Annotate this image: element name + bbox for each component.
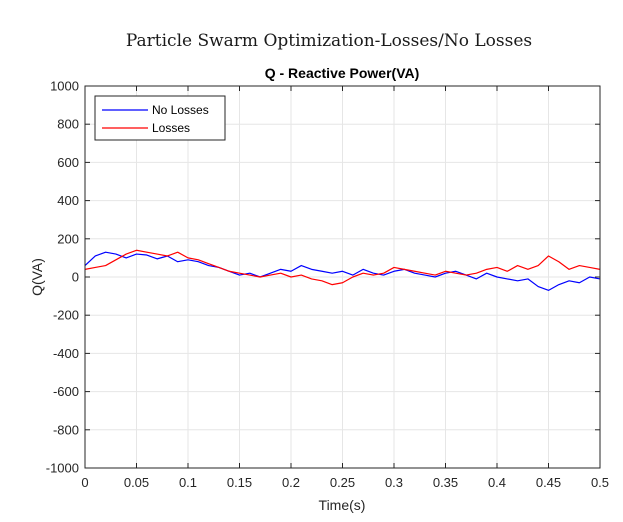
series-layer	[84, 249, 601, 291]
y-tick-label: -200	[53, 308, 79, 323]
x-tick-label: 0	[81, 475, 88, 490]
x-tick-label: 0.05	[124, 475, 149, 490]
legend-box	[94, 95, 226, 141]
x-tick-label: 0.15	[227, 475, 252, 490]
x-tick-label: 0.3	[385, 475, 403, 490]
x-tick-label: 0.2	[282, 475, 300, 490]
legend-label-losses: Losses	[152, 121, 190, 135]
y-tick-label: 1000	[50, 79, 79, 94]
legend-label-no-losses: No Losses	[152, 103, 209, 117]
x-tick-label: 0.45	[536, 475, 561, 490]
x-axis-label: Time(s)	[319, 497, 366, 513]
x-tick-label: 0.4	[488, 475, 506, 490]
legend: No Losses Losses	[94, 95, 226, 141]
y-tick-label: -400	[53, 346, 79, 361]
y-tick-label: 400	[57, 193, 79, 208]
figure-title: Particle Swarm Optimization-Losses/No Lo…	[126, 31, 532, 51]
tick-layer: 0 0.05 0.1 0.15 0.2 0.25 0.3 0.35 0.4 0.45 0.5 1000…	[46, 79, 609, 491]
x-tick-label: 0.25	[330, 475, 355, 490]
x-tick-label: 0.1	[179, 475, 197, 490]
y-axis-label: Q(VA)	[29, 258, 45, 296]
chart-title: Q - Reactive Power(VA)	[265, 65, 420, 81]
y-tick-label: 800	[57, 117, 79, 132]
x-tick-label: 0.5	[591, 475, 609, 490]
y-tick-label: -1000	[46, 461, 79, 476]
y-tick-label: 600	[57, 155, 79, 170]
y-tick-label: -800	[53, 422, 79, 437]
series-line-losses	[84, 249, 601, 286]
y-tick-label: -600	[53, 384, 79, 399]
y-tick-label: 200	[57, 231, 79, 246]
x-tick-label: 0.35	[433, 475, 458, 490]
y-tick-label: 0	[72, 270, 79, 285]
series-line-no-losses	[84, 251, 601, 291]
